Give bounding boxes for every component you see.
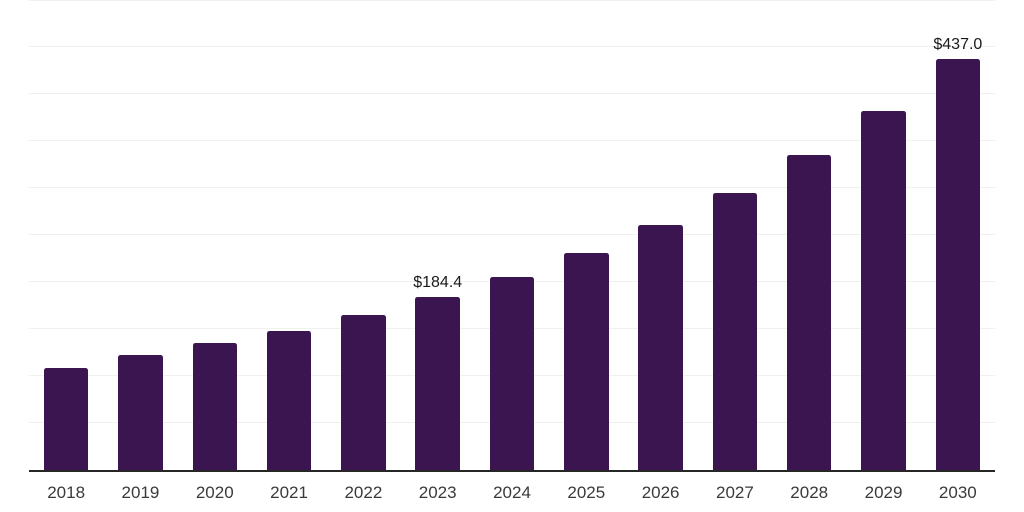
gridline-300 <box>29 187 995 188</box>
data-label-2023: $184.4 <box>413 273 463 291</box>
bar-2025 <box>564 252 609 470</box>
gridline-250 <box>29 234 995 235</box>
gridline-500 <box>29 0 995 1</box>
bar-2019 <box>118 355 163 470</box>
bar-2022 <box>341 315 386 470</box>
x-tick-label-2026: 2026 <box>641 483 680 502</box>
bar-2021 <box>266 330 312 470</box>
x-tick-label-2019: 2019 <box>121 483 160 502</box>
bar-2030 <box>935 59 981 470</box>
gridline-400 <box>29 93 995 94</box>
x-tick-label-2024: 2024 <box>493 483 531 502</box>
plot-area: $184.4 $437.0 <box>29 0 995 470</box>
bar-2024 <box>489 277 535 470</box>
bar-2026 <box>638 225 683 470</box>
gridline-350 <box>29 140 995 141</box>
x-tick-label-2025: 2025 <box>567 483 606 502</box>
x-tick-label-2029: 2029 <box>864 483 903 502</box>
x-tick-label-2018: 2018 <box>47 483 86 502</box>
gridline-450 <box>29 46 995 47</box>
bar-2028 <box>786 155 832 470</box>
bar-2029 <box>861 111 906 470</box>
x-tick-label-2030: 2030 <box>938 483 977 502</box>
x-axis-line <box>29 470 995 472</box>
x-tick-label-2020: 2020 <box>195 483 234 502</box>
x-tick-label-2022: 2022 <box>344 483 383 502</box>
bar-2020 <box>192 343 238 470</box>
x-tick-label-2023: 2023 <box>418 483 457 502</box>
data-label-2030: $437.0 <box>933 36 983 54</box>
x-tick-label-2021: 2021 <box>270 483 308 502</box>
bar-2027 <box>712 192 758 470</box>
x-tick-label-2028: 2028 <box>790 483 829 502</box>
bar-2023 <box>415 296 460 470</box>
x-axis-labels: 2018 2019 2020 2021 2022 2023 2024 2025 2026 2027… <box>29 484 995 504</box>
bar-2018 <box>43 368 89 470</box>
x-tick-label-2027: 2027 <box>716 483 754 502</box>
